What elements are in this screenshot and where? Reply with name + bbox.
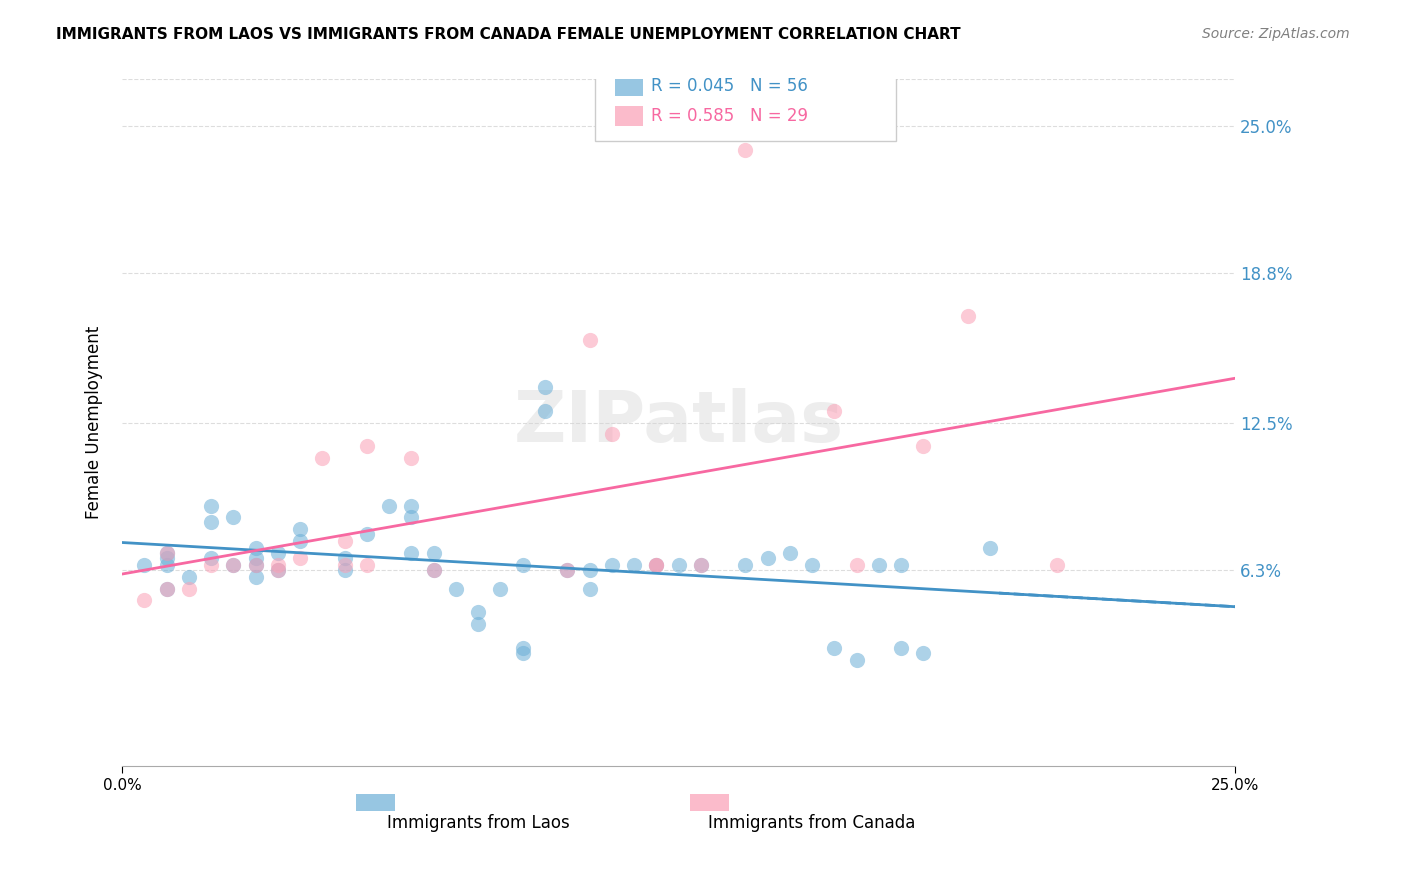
Point [155,550,177,565]
Point [245,570,267,584]
Point [779,546,801,560]
Text: Immigrants from Laos: Immigrants from Laos [387,814,569,832]
Point [645,558,668,572]
Point [512,640,534,655]
Point [245,541,267,556]
Point [288,534,311,549]
Point [600,427,623,442]
Point [534,403,557,417]
Point [489,582,512,596]
Point [578,563,600,577]
Y-axis label: Female Unemployment: Female Unemployment [86,326,103,519]
Point [267,563,290,577]
Bar [356,794,395,811]
Point [801,558,824,572]
Point [890,640,912,655]
Point [333,563,356,577]
Point [222,558,245,572]
Point [267,563,290,577]
Point [422,546,444,560]
Point [333,534,356,549]
Point [333,550,356,565]
Point [623,558,645,572]
Point [288,522,311,536]
Bar [690,794,728,811]
Point [155,546,177,560]
Point [823,403,845,417]
Text: R = 0.585   N = 29: R = 0.585 N = 29 [651,107,807,125]
Point [401,510,423,524]
Point [823,640,845,655]
Text: IMMIGRANTS FROM LAOS VS IMMIGRANTS FROM CANADA FEMALE UNEMPLOYMENT CORRELATION C: IMMIGRANTS FROM LAOS VS IMMIGRANTS FROM … [56,27,960,42]
Point [333,558,356,572]
Point [689,558,711,572]
Point [177,582,200,596]
Point [756,550,779,565]
Point [467,605,489,619]
Point [734,143,756,157]
FancyBboxPatch shape [595,62,896,141]
Point [222,558,245,572]
Point [845,653,868,667]
Bar [616,77,643,96]
Point [467,617,489,632]
Point [288,550,311,565]
Point [245,558,267,572]
Point [534,380,557,394]
Point [1046,558,1069,572]
Point [245,558,267,572]
Text: ZIPatlas: ZIPatlas [513,388,844,457]
Point [200,515,222,529]
Point [200,550,222,565]
Point [578,333,600,347]
Point [912,439,935,453]
Point [422,563,444,577]
Point [356,439,378,453]
Text: Immigrants from Canada: Immigrants from Canada [709,814,915,832]
Point [401,499,423,513]
Point [979,541,1001,556]
Point [890,558,912,572]
Point [600,558,623,572]
Point [356,558,378,572]
Point [422,563,444,577]
Point [134,593,156,607]
Point [200,558,222,572]
Point [444,582,467,596]
Point [155,582,177,596]
Point [155,558,177,572]
Point [134,558,156,572]
Point [356,527,378,541]
Point [378,499,401,513]
Point [689,558,711,572]
Point [267,546,290,560]
Point [555,563,578,577]
Point [155,546,177,560]
Point [645,558,668,572]
Point [555,563,578,577]
Point [512,646,534,660]
Point [668,558,690,572]
Point [401,546,423,560]
Point [578,582,600,596]
Point [177,570,200,584]
Point [401,451,423,466]
Point [645,558,668,572]
Text: R = 0.045   N = 56: R = 0.045 N = 56 [651,78,807,95]
Point [734,558,756,572]
Point [845,558,868,572]
Point [868,558,890,572]
Text: Source: ZipAtlas.com: Source: ZipAtlas.com [1202,27,1350,41]
Point [245,550,267,565]
Point [222,510,245,524]
Point [200,499,222,513]
Bar [616,106,643,126]
Point [311,451,333,466]
Point [912,646,935,660]
Point [267,558,290,572]
Point [512,558,534,572]
Point [956,309,979,323]
Point [155,582,177,596]
